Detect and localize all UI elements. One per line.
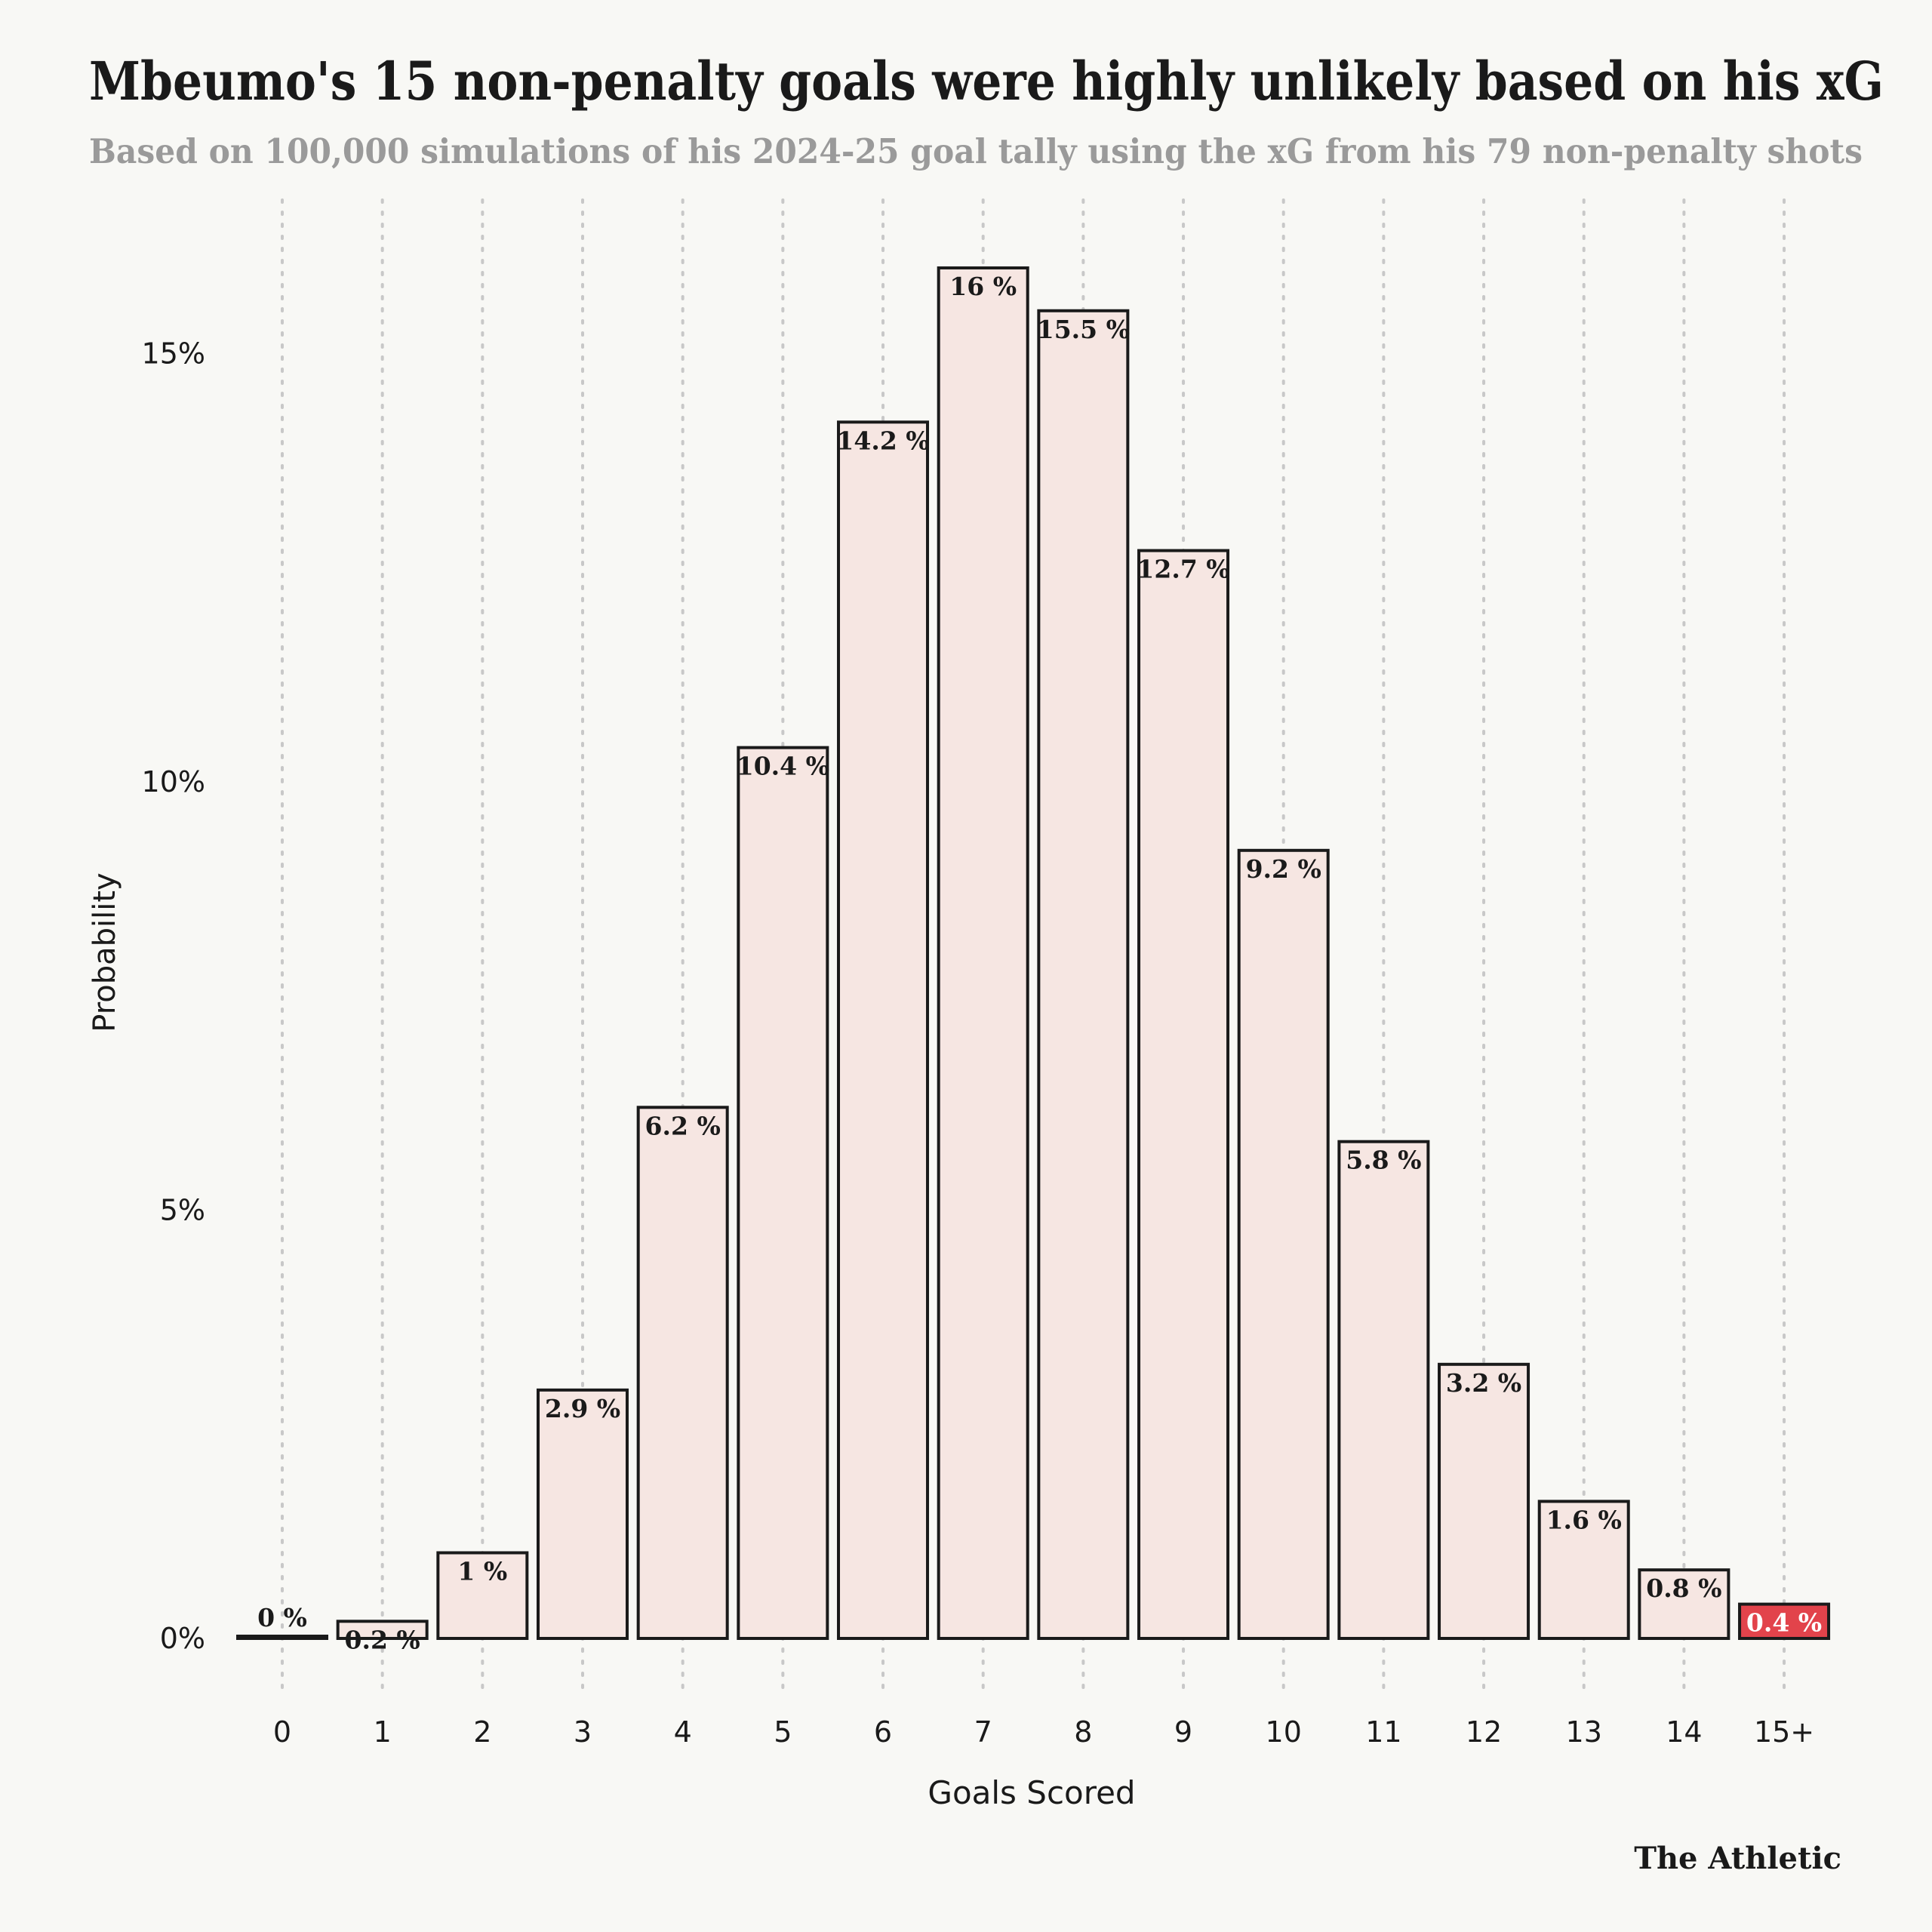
value-label: 10.4 % <box>737 752 829 781</box>
value-label: 1.6 % <box>1546 1505 1622 1534</box>
x-tick-label: 10 <box>1266 1715 1302 1749</box>
bar-9 <box>1137 549 1230 1640</box>
value-label: 3.2 % <box>1446 1368 1521 1398</box>
bar-10 <box>1237 848 1330 1640</box>
value-label: 16 % <box>949 272 1017 301</box>
chart-title: Mbeumo's 15 non-penalty goals were highl… <box>89 50 1884 112</box>
bar-3 <box>537 1388 629 1640</box>
x-tick-label: 9 <box>1174 1715 1192 1749</box>
y-tick-label: 0% <box>160 1622 205 1655</box>
bars <box>236 266 1831 1641</box>
bar-5 <box>737 746 829 1640</box>
x-tick-label: 6 <box>874 1715 892 1749</box>
x-tick-label: 5 <box>774 1715 792 1749</box>
value-label: 0.8 % <box>1646 1574 1721 1603</box>
y-axis-ticks: 0% 5% 10% 15% <box>142 337 205 1656</box>
x-tick-label: 15+ <box>1754 1715 1814 1749</box>
x-axis-ticks: 0 1 2 3 4 5 6 7 8 9 10 11 12 13 14 15+ <box>273 1715 1814 1749</box>
bar-8 <box>1037 309 1130 1640</box>
x-tick-label: 0 <box>273 1715 291 1749</box>
value-labels: 0 % 0.2 % 1 % 2.9 % 6.2 % 10.4 % 14.2 % 16 % 15.… <box>257 272 1822 1654</box>
bar-14 <box>1638 1568 1730 1640</box>
bar-12 <box>1438 1362 1531 1641</box>
value-label: 0.4 % <box>1746 1608 1822 1638</box>
bar-11 <box>1337 1140 1430 1640</box>
x-axis-label: Goals Scored <box>928 1774 1135 1811</box>
bar-1 <box>336 1620 429 1641</box>
bar-7 <box>937 266 1029 1640</box>
bar-15+ <box>1738 1602 1831 1641</box>
value-label: 2.9 % <box>545 1394 620 1423</box>
bar-4 <box>636 1106 729 1641</box>
x-tick-label: 11 <box>1365 1715 1401 1749</box>
bar-13 <box>1537 1500 1630 1641</box>
bar-2 <box>436 1551 529 1640</box>
x-tick-label: 3 <box>574 1715 592 1749</box>
x-tick-label: 7 <box>974 1715 992 1749</box>
value-label: 6.2 % <box>645 1111 721 1140</box>
y-tick-label: 5% <box>160 1194 205 1227</box>
x-tick-label: 2 <box>473 1715 491 1749</box>
value-label: 0 % <box>257 1603 307 1632</box>
x-tick-label: 1 <box>374 1715 392 1749</box>
x-tick-label: 4 <box>674 1715 692 1749</box>
chart-subtitle: Based on 100,000 simulations of his 2024… <box>89 131 1863 171</box>
x-tick-label: 14 <box>1666 1715 1702 1749</box>
bar-6 <box>837 420 930 1640</box>
y-tick-label: 15% <box>142 337 205 371</box>
value-label: 9.2 % <box>1246 854 1321 884</box>
brand-logo: The Athletic <box>1634 1841 1841 1876</box>
value-label: 12.7 % <box>1137 555 1229 584</box>
x-tick-label: 13 <box>1566 1715 1602 1749</box>
value-label: 1 % <box>457 1557 507 1586</box>
value-label: 15.5 % <box>1037 315 1130 344</box>
grid-lines <box>281 198 1786 1696</box>
value-label: 14.2 % <box>836 426 929 455</box>
y-tick-label: 10% <box>142 765 205 798</box>
bar-0 <box>236 1635 328 1640</box>
x-tick-label: 12 <box>1466 1715 1502 1749</box>
value-label: 0.2 % <box>345 1625 420 1654</box>
y-axis-label: Probability <box>88 872 122 1032</box>
value-label: 5.8 % <box>1346 1146 1421 1175</box>
x-tick-label: 8 <box>1074 1715 1092 1749</box>
